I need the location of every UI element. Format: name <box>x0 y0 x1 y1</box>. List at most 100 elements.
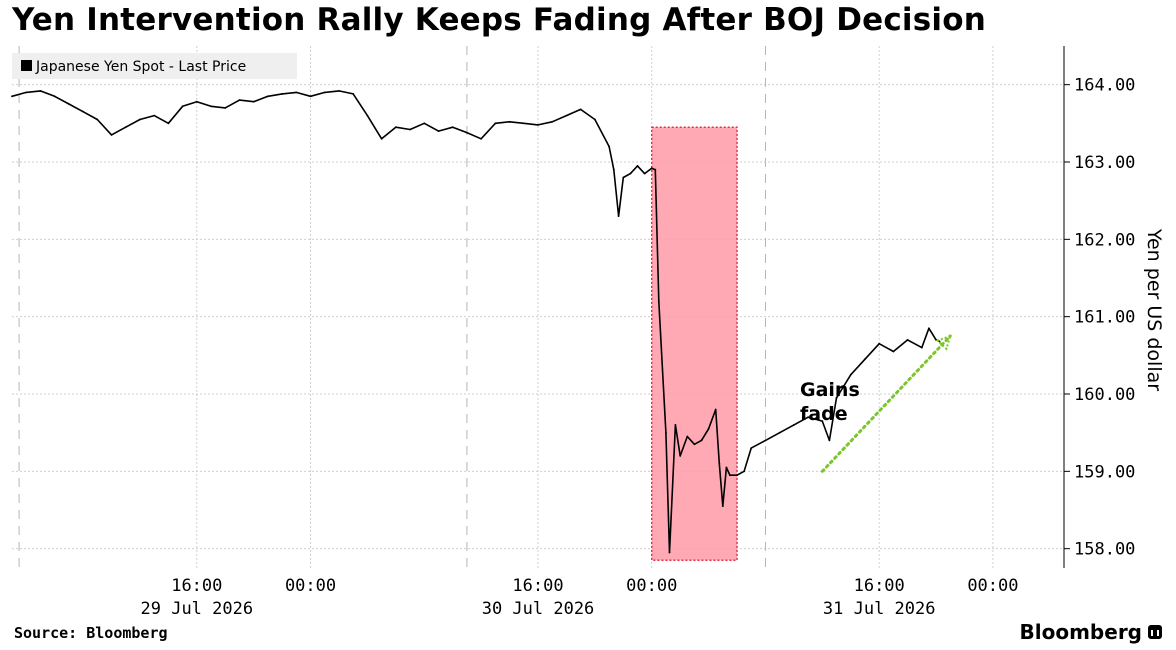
data-point <box>750 447 753 449</box>
data-point <box>828 439 831 442</box>
data-point <box>53 95 56 98</box>
data-point <box>210 105 212 108</box>
data-point <box>480 137 482 140</box>
chart-title: Yen Intervention Rally Keeps Fading Afte… <box>12 2 986 38</box>
annotation-line-2: fade <box>800 403 848 425</box>
data-point <box>82 110 84 113</box>
data-point <box>466 131 468 134</box>
data-point <box>380 137 383 140</box>
legend-layer: Japanese Yen Spot - Last Price <box>12 53 297 79</box>
data-point <box>181 105 184 108</box>
series-layer <box>11 90 941 554</box>
data-point <box>366 114 369 117</box>
data-point <box>643 172 646 175</box>
series-line <box>11 90 940 554</box>
data-point <box>594 118 596 121</box>
data-point <box>579 108 582 111</box>
data-point <box>629 172 632 175</box>
legend-label: Japanese Yen Spot - Last Price <box>35 59 246 75</box>
data-point <box>39 90 42 92</box>
x-date-label: 29 Jul 2026 <box>141 599 254 619</box>
x-tick-label: 00:00 <box>967 576 1018 596</box>
data-point <box>267 95 269 98</box>
data-point <box>617 215 620 218</box>
data-point <box>821 420 824 422</box>
annotation-line-1: Gains <box>800 379 860 401</box>
data-point <box>718 462 721 465</box>
x-tick-label: 16:00 <box>512 576 563 596</box>
highlight-region <box>650 126 738 562</box>
data-point <box>437 130 440 133</box>
grid-lines <box>12 46 1064 568</box>
data-point <box>864 358 866 361</box>
data-point <box>612 168 615 171</box>
x-tick-label: 16:00 <box>854 576 905 596</box>
data-point <box>928 327 930 330</box>
data-point <box>68 103 70 105</box>
data-point <box>835 397 838 399</box>
data-point <box>25 91 28 94</box>
data-point <box>96 118 99 121</box>
data-point <box>764 439 767 442</box>
data-point <box>657 300 660 303</box>
data-point <box>650 167 653 170</box>
data-point <box>394 126 397 129</box>
y-tick-label: 158.00 <box>1074 540 1135 560</box>
data-point <box>281 93 283 95</box>
data-point <box>906 339 909 341</box>
data-point <box>153 114 156 117</box>
data-point <box>522 122 525 125</box>
data-point <box>124 126 127 129</box>
data-point <box>110 134 113 136</box>
data-point <box>807 416 809 419</box>
y-axis-label: Yen per US dollar <box>1143 228 1165 391</box>
gains-fade-arrowhead <box>935 334 952 351</box>
data-point <box>252 100 255 103</box>
x-date-label: 31 Jul 2026 <box>823 599 936 619</box>
data-point <box>409 128 411 131</box>
source-note: Source: Bloomberg <box>14 624 168 642</box>
data-point <box>849 373 852 376</box>
data-point <box>352 93 355 95</box>
data-point <box>309 95 312 98</box>
data-point <box>920 346 923 349</box>
y-tick-label: 161.00 <box>1074 308 1135 328</box>
data-point <box>224 107 227 109</box>
data-point <box>167 122 170 125</box>
data-point <box>551 120 554 123</box>
data-point <box>892 350 895 353</box>
y-tick-label: 160.00 <box>1074 385 1135 405</box>
data-point <box>508 120 511 123</box>
data-point <box>195 100 198 103</box>
data-point <box>665 431 667 434</box>
data-point <box>693 443 696 446</box>
data-point <box>707 427 710 430</box>
data-point <box>700 439 703 442</box>
data-point <box>793 424 795 426</box>
data-point <box>295 91 298 94</box>
data-point <box>338 90 340 92</box>
data-point <box>679 455 682 457</box>
y-tick-label: 159.00 <box>1074 462 1135 482</box>
data-point <box>608 145 610 148</box>
bloomberg-brand: Bloomberg <box>1020 620 1162 644</box>
y-tick-label: 164.00 <box>1074 76 1135 96</box>
data-point <box>565 114 568 117</box>
data-point <box>668 551 671 554</box>
x-date-label: 30 Jul 2026 <box>482 599 595 619</box>
data-point <box>537 124 539 126</box>
legend-box <box>12 53 297 79</box>
data-point <box>139 118 141 121</box>
data-point <box>721 505 724 507</box>
data-point <box>686 435 689 438</box>
data-point <box>736 474 738 477</box>
legend-swatch <box>21 60 32 71</box>
data-point <box>11 95 13 98</box>
highlight-region-layer <box>650 126 738 562</box>
data-point <box>451 126 454 129</box>
data-point <box>743 470 745 473</box>
data-point <box>636 165 639 167</box>
data-point <box>654 168 657 171</box>
